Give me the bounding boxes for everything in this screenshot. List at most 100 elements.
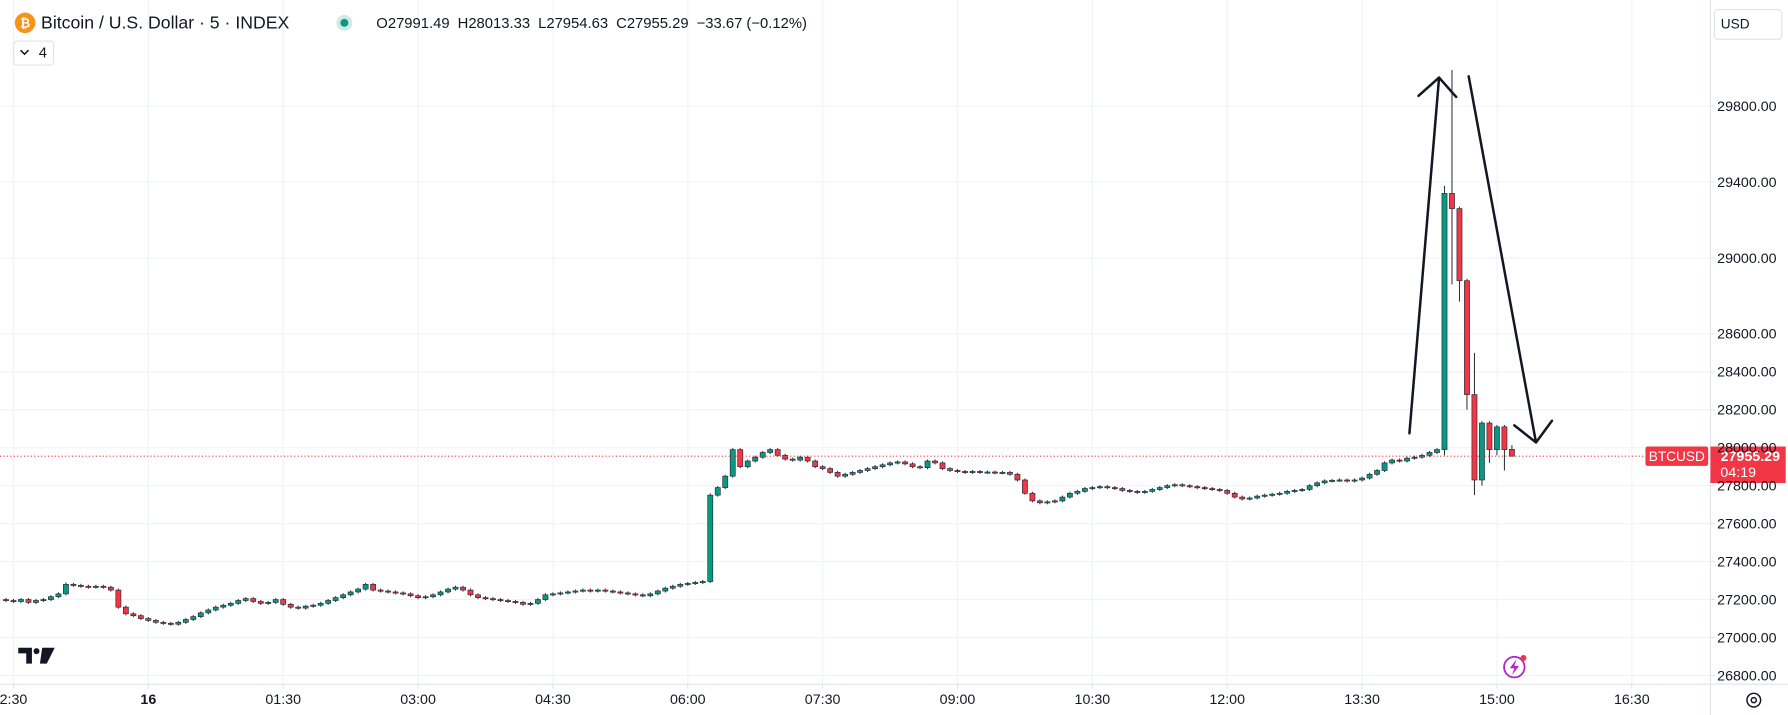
candle-body: [842, 473, 849, 477]
candle-body: [594, 589, 601, 592]
candle-body: [1299, 489, 1306, 491]
candle-body: [437, 591, 444, 596]
y-tick-label: 27600.00: [1717, 517, 1777, 533]
candle-body: [78, 584, 84, 587]
candle-body: [1269, 493, 1276, 496]
candle-body: [812, 460, 819, 468]
candle-body: [93, 585, 99, 588]
candle-body: [1314, 482, 1321, 487]
x-tick-label: 16: [140, 692, 156, 708]
ohlc-value: 27954.63: [546, 16, 608, 32]
candle-body: [490, 598, 496, 601]
candle-body: [1156, 487, 1163, 490]
candle-body: [759, 452, 766, 458]
symbol-tag: BTCUSD: [1649, 449, 1705, 464]
gear-outer[interactable]: [1746, 692, 1762, 708]
currency-box[interactable]: [1713, 9, 1783, 40]
candle-body: [692, 582, 699, 584]
y-tick-label: 28200.00: [1717, 403, 1777, 419]
candle-body: [744, 460, 751, 468]
candle-body: [512, 601, 519, 603]
candle-body: [10, 600, 17, 602]
candle-body: [100, 585, 107, 588]
candle-body: [617, 591, 624, 594]
candle-body: [40, 599, 47, 602]
candle-body: [1134, 491, 1141, 493]
x-tick-label: 01:30: [265, 692, 301, 708]
candle-body: [602, 589, 609, 592]
candle-body: [834, 472, 841, 477]
candle-body: [400, 592, 406, 595]
bitcoin-icon: [14, 12, 36, 34]
ohlc-value: 27991.49: [388, 16, 450, 32]
candle-body: [1344, 479, 1350, 482]
candle-body: [1261, 494, 1268, 497]
candle-body: [737, 449, 744, 468]
candle-body: [1201, 487, 1208, 490]
candle-body: [392, 591, 399, 594]
candle-body: [242, 598, 249, 601]
change: −33.67 (−0.12%): [697, 16, 807, 32]
settings-icon[interactable]: [1746, 692, 1762, 708]
gear-inner: [1750, 696, 1758, 704]
alert-icon[interactable]: [1503, 655, 1527, 679]
candle-body: [377, 589, 384, 592]
candle-body: [18, 599, 24, 602]
x-tick-label: 15:00: [1479, 692, 1515, 708]
candle-body: [1464, 280, 1470, 395]
annotation-arrows: [1408, 75, 1554, 444]
candle-body: [212, 606, 219, 611]
candle-body: [130, 613, 137, 617]
candle-body: [1104, 486, 1111, 489]
candle-body: [310, 604, 317, 607]
x-tick-label: 06:00: [670, 692, 706, 708]
candle-body: [872, 466, 878, 469]
candle-body: [1449, 193, 1455, 209]
candle-body: [347, 591, 354, 596]
candle-body: [122, 606, 129, 615]
candle-body: [317, 603, 324, 606]
candle-body: [1164, 485, 1171, 488]
candle-body: [1044, 501, 1051, 504]
candle-body: [827, 468, 834, 473]
candle-body: [115, 589, 122, 608]
candle-body: [969, 471, 976, 473]
candle-body: [482, 597, 489, 600]
price-tag: 27955.29: [1721, 449, 1781, 465]
candle-body: [1366, 473, 1373, 479]
candle-body: [1381, 462, 1388, 471]
candle-body: [887, 462, 893, 466]
lightning: [1509, 659, 1519, 676]
header: ₿ Bitcoin / U.S. Dollar · 5 · INDEX O279…: [13, 9, 1783, 66]
currency-button[interactable]: USD: [1713, 9, 1783, 40]
candle-body: [137, 615, 144, 619]
candle-body: [819, 466, 826, 469]
candle-body: [1096, 486, 1103, 489]
y-tick-label: 28000.00: [1717, 441, 1777, 457]
candle-body: [152, 620, 159, 623]
candle-body: [160, 621, 167, 624]
x-tick-label: 13:30: [1344, 692, 1380, 708]
candle-body: [1081, 488, 1088, 492]
candle-body: [684, 583, 691, 585]
chevron: [20, 49, 30, 56]
ohlc-label: O: [376, 16, 388, 32]
currency-label: USD: [1721, 17, 1750, 32]
candle-body: [580, 589, 586, 592]
symbol-title: Bitcoin / U.S. Dollar · 5 · INDEX: [41, 13, 289, 33]
candle-body: [332, 597, 339, 601]
candle-body: [894, 461, 901, 464]
candle-body: [3, 599, 9, 602]
candle-body: [797, 456, 804, 461]
candle-body: [1186, 485, 1193, 488]
candle-body: [1329, 480, 1335, 482]
candle-body: [1216, 489, 1223, 491]
candle-body: [33, 600, 39, 603]
indicators-toggle[interactable]: 4: [13, 40, 55, 66]
countdown: 04:19: [1720, 465, 1756, 481]
candle-body: [767, 449, 774, 453]
indicators-box[interactable]: [13, 40, 55, 66]
